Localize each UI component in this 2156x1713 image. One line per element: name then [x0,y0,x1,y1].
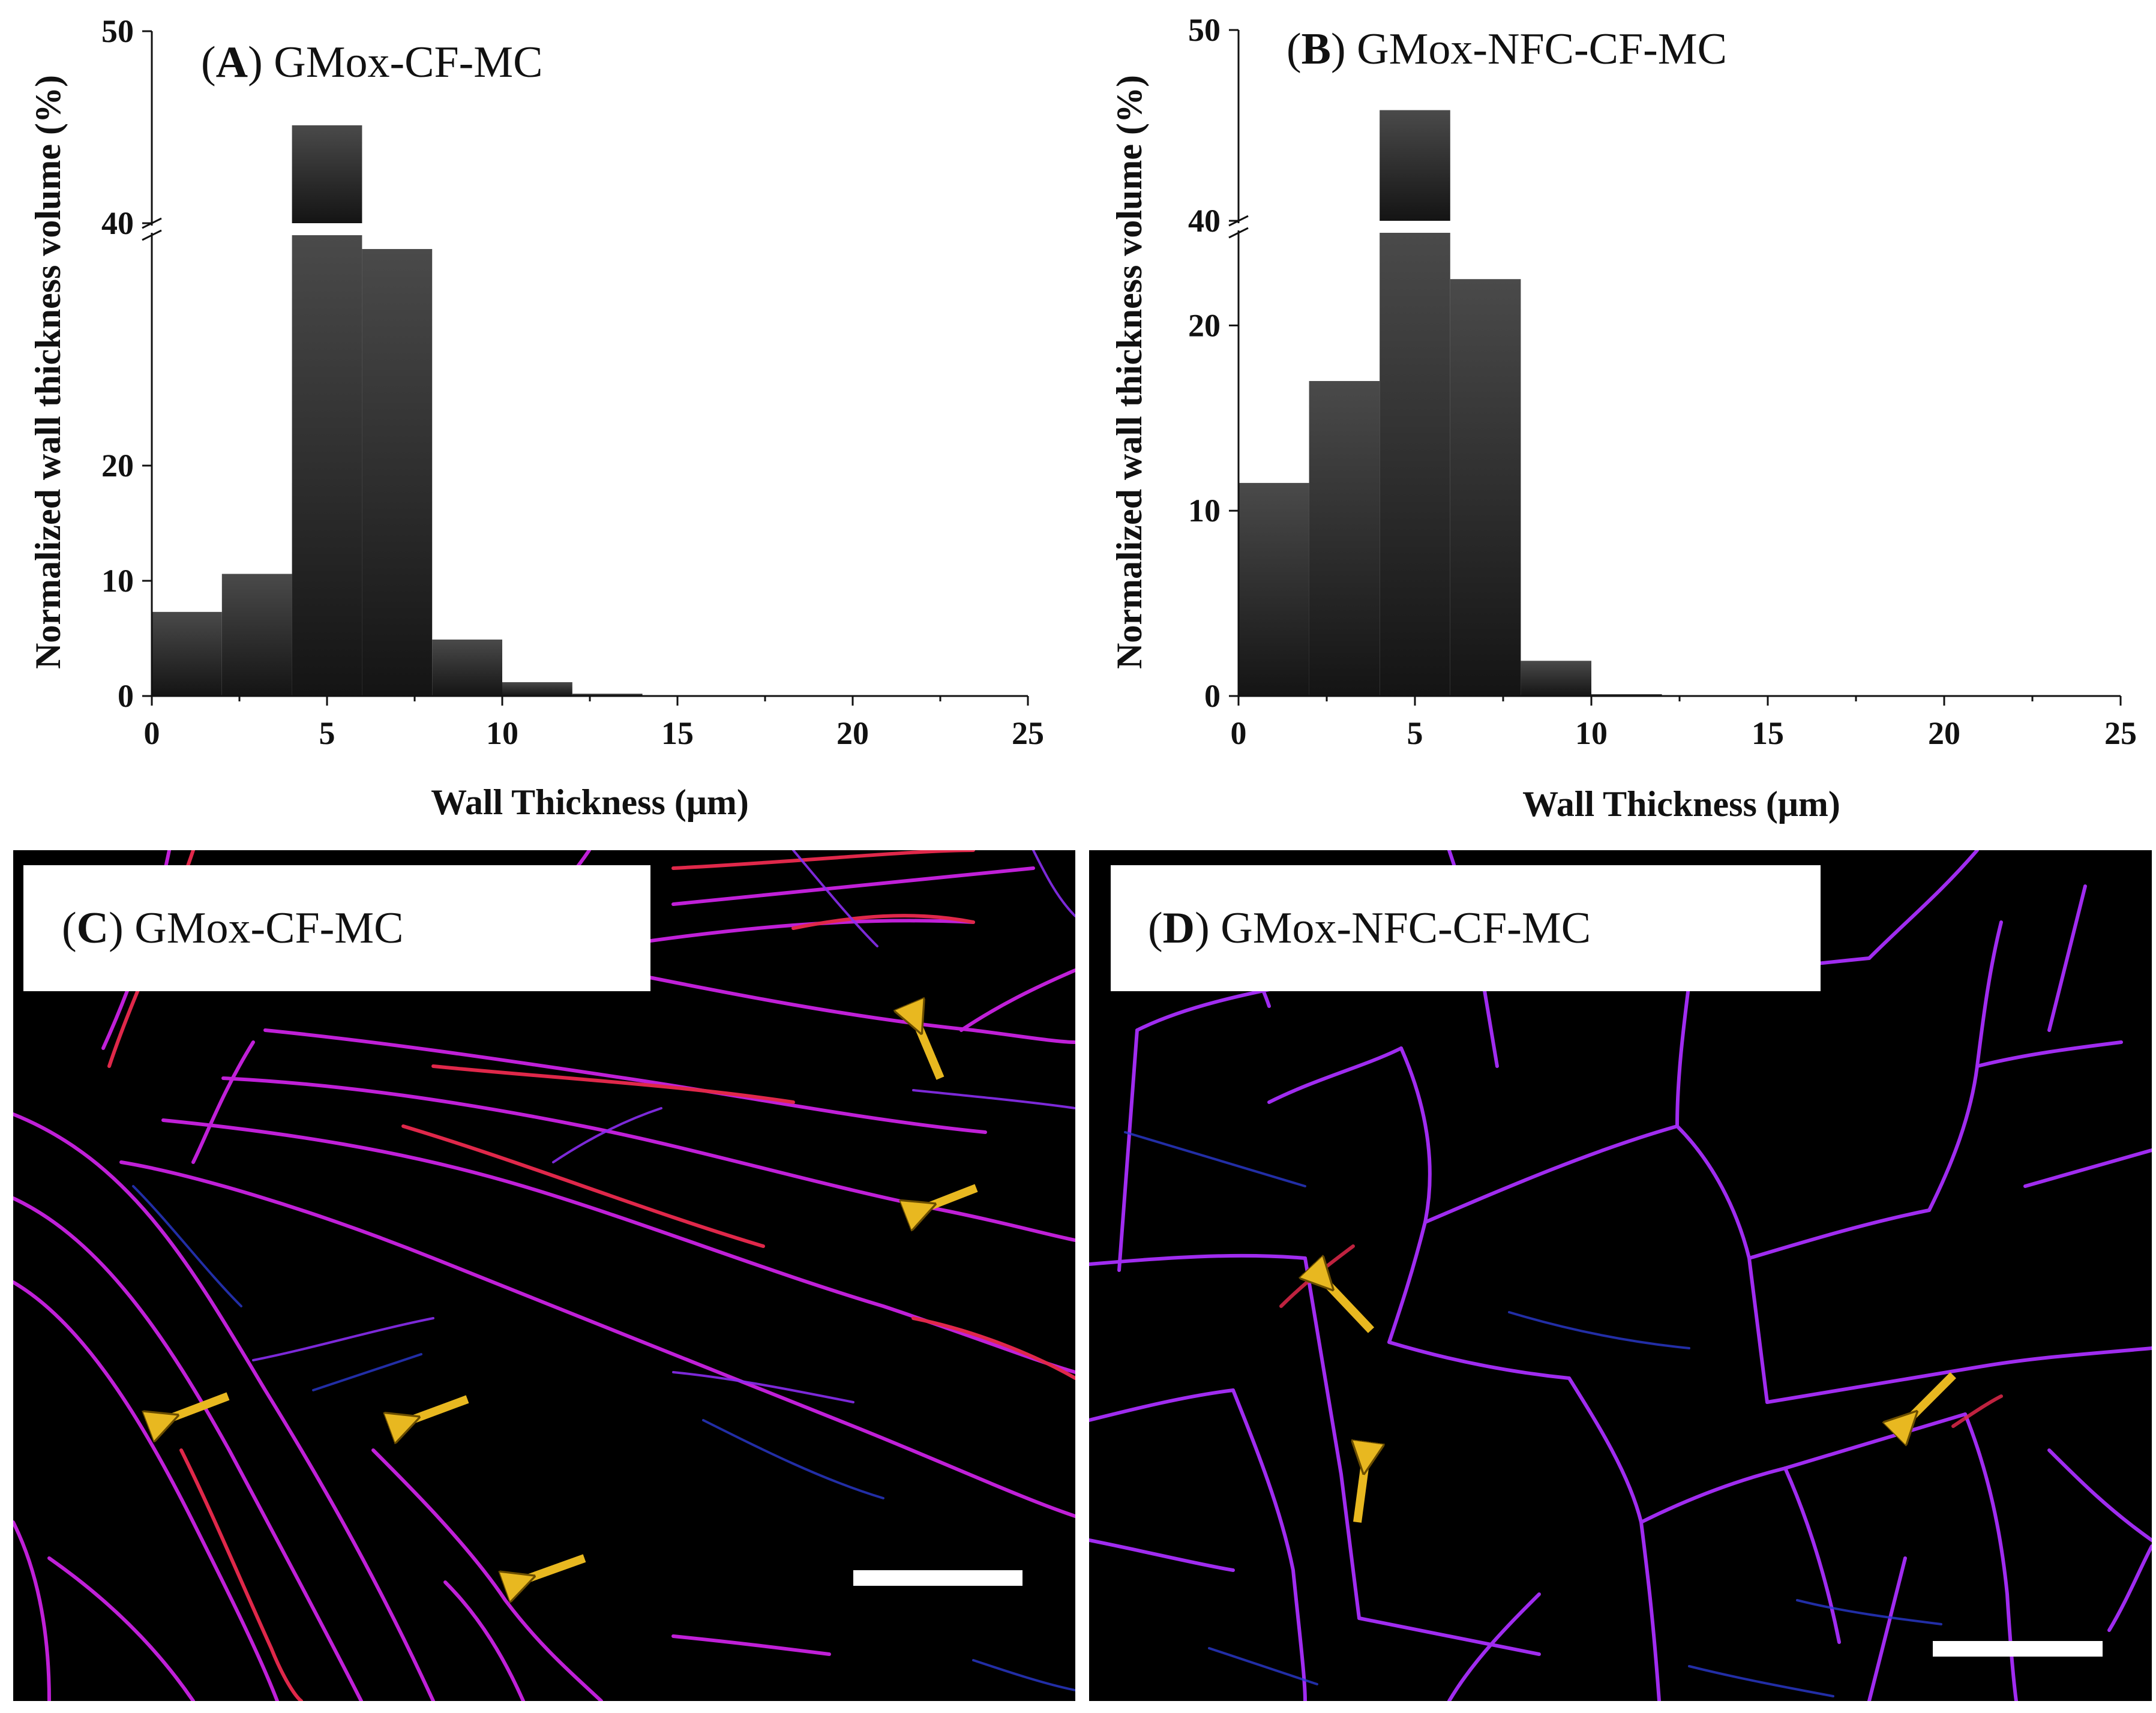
chart-a-x-tick-label: 10 [486,715,518,751]
panel-d-label: (D) GMox-NFC-CF-MC [1111,865,1821,991]
chart-b-y-tick-label: 10 [1188,493,1221,529]
chart-a-x-tick-label: 5 [319,715,335,751]
chart-b-x-tick-label: 25 [2104,715,2137,751]
panel-d-scale-bar [1933,1641,2103,1657]
chart-a-bar-3 [362,249,433,696]
panel-d-arrows [1329,1286,1956,1523]
chart-b-x-tick-label: 15 [1752,715,1784,751]
chart-b-y-tick-label: 50 [1188,12,1221,48]
chart-a-ylabel: Normalized wall thickness volume (%) [28,75,68,669]
chart-a-bar-4 [432,639,502,696]
chart-a-bar-2-lower [292,235,362,696]
chart-a-x-tick-label: 25 [1012,715,1044,751]
chart-a-bar-0 [152,611,222,696]
chart-a-y-tick-label: 50 [101,13,134,49]
chart-a-axis-break-mark [142,229,162,241]
chart-b-y-tick-label: 0 [1204,678,1221,714]
panel-c-label: (C) GMox-CF-MC [23,865,650,991]
chart-b-xlabel: Wall Thickness (μm) [1522,784,1840,824]
chart-b-bar-3 [1450,279,1521,696]
chart-b-axis-break-mark [1228,227,1249,239]
chart-b-panel-label: (B) GMox-NFC-CF-MC [1287,25,1727,74]
chart-b-y-tick-label: 40 [1188,203,1221,239]
chart-b-x-tick-label: 5 [1407,715,1423,751]
chart-a-bar-6 [572,694,643,696]
chart-a-x-tick-label: 15 [661,715,694,751]
chart-a-bar-1 [221,574,292,696]
chart-a-y-tick-label: 20 [101,448,134,484]
chart-a-x-tick-label: 20 [836,715,869,751]
chart-a-bar-2-upper [292,125,362,223]
chart-a-xlabel: Wall Thickness (μm) [431,782,749,822]
chart-b-x-tick-label: 10 [1575,715,1608,751]
panel-c-fibers [13,850,1075,1701]
panel-c-scale-bar [853,1570,1022,1586]
chart-b-bar-2-upper [1380,110,1450,221]
chart-a-bars [152,125,643,696]
chart-a-x-tick-label: 0 [144,715,160,751]
chart-b-x-tick-label: 0 [1231,715,1247,751]
chart-b: 0 5 10 15 20 25 0 10 20 40 50 (B) GMox-NFC-CF-MC W… [1110,12,2137,824]
chart-b-bar-4 [1521,661,1591,696]
chart-a: 0 5 10 15 20 25 0 10 20 40 50 (A) GMox-CF-MC Wall … [28,13,1044,822]
chart-b-ylabel: Normalized wall thickness volume (%) [1110,75,1149,669]
chart-b-bars [1239,110,1662,696]
chart-b-bar-1 [1309,381,1380,696]
panel-c-arrows [173,1028,978,1578]
chart-b-y-tick-label: 20 [1188,307,1221,343]
chart-a-bar-5 [502,682,572,696]
chart-b-bar-2-lower [1380,233,1450,696]
chart-a-y-tick-label: 10 [101,563,134,599]
chart-b-bar-5 [1591,694,1662,696]
panel-d-micrograph: (D) GMox-NFC-CF-MC [1089,850,2152,1701]
chart-a-y-tick-label: 40 [101,205,134,241]
chart-b-x-tick-label: 20 [1928,715,1960,751]
chart-b-bar-0 [1239,482,1309,696]
chart-a-y-tick-label: 0 [118,678,134,714]
chart-a-axes: 0 5 10 15 20 25 0 10 20 40 50 [101,13,1044,751]
chart-a-panel-label: (A) GMox-CF-MC [201,38,542,87]
chart-b-axes: 0 5 10 15 20 25 0 10 20 40 50 [1188,12,2137,751]
panel-c-micrograph: (C) GMox-CF-MC [13,850,1075,1701]
